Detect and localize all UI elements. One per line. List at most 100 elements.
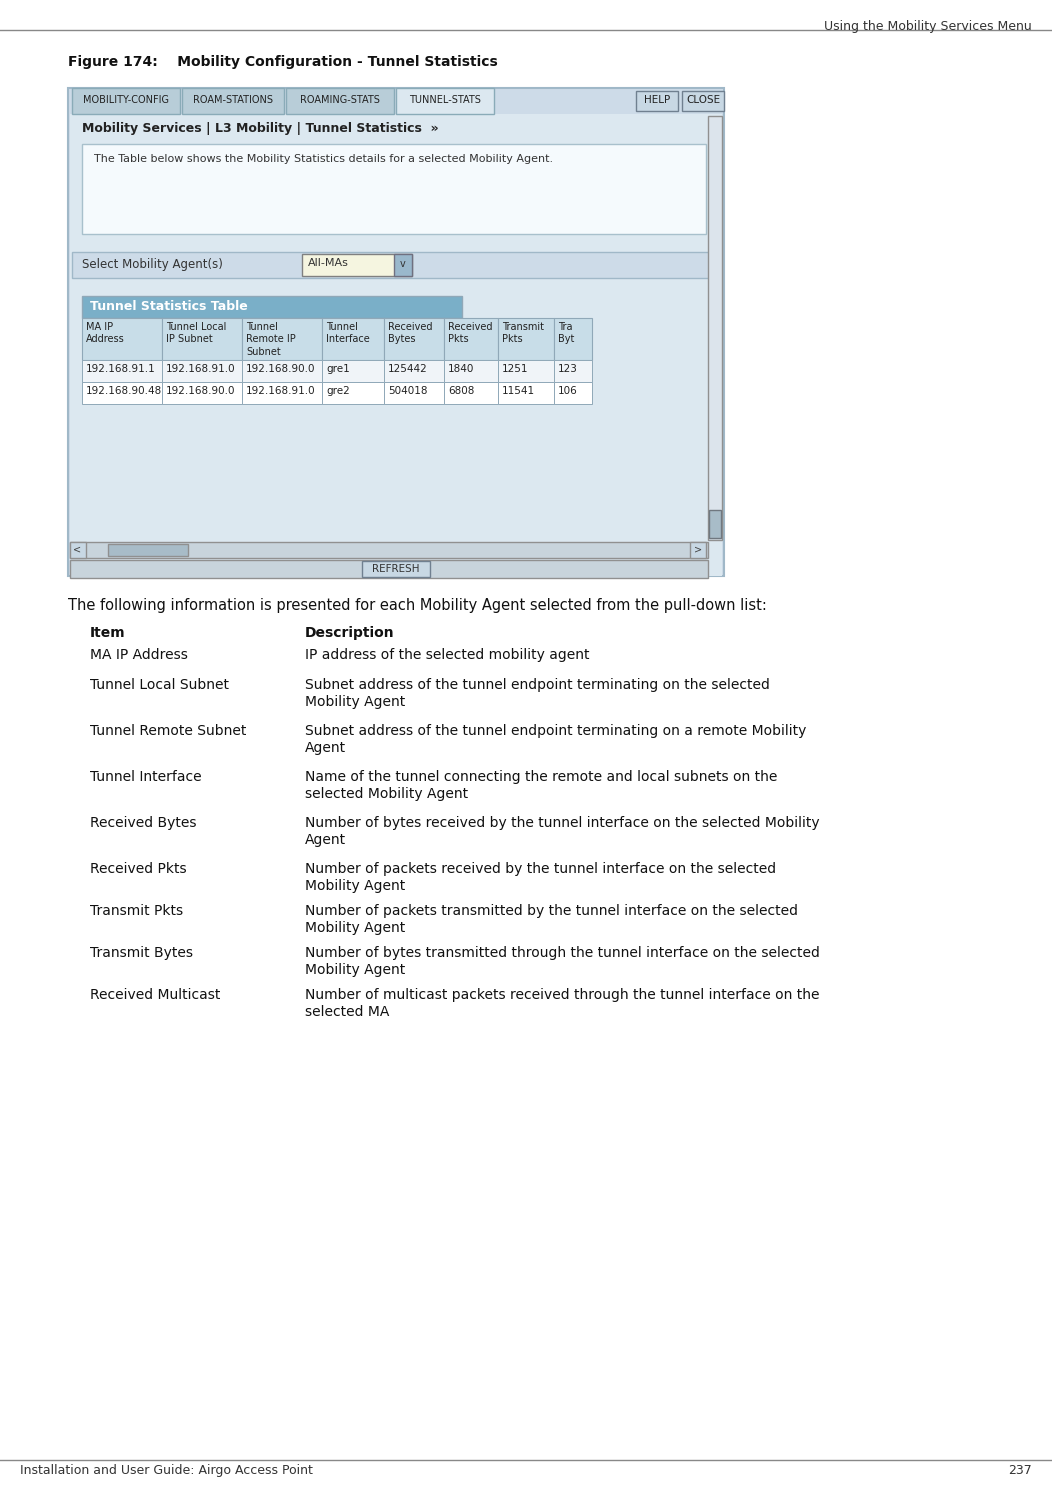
Text: ROAMING-STATS: ROAMING-STATS [300, 95, 380, 104]
Bar [242, 382, 322, 404]
Text: Received
Pkts: Received Pkts [448, 322, 492, 345]
Text: Received Multicast: Received Multicast [90, 988, 220, 1003]
Text: 125442: 125442 [388, 364, 428, 374]
Text: Name of the tunnel connecting the remote and local subnets on the
selected Mobil: Name of the tunnel connecting the remote… [305, 770, 777, 801]
Text: Tunnel Interface: Tunnel Interface [90, 770, 202, 783]
Bar [394, 254, 412, 276]
Text: 192.168.91.1: 192.168.91.1 [86, 364, 156, 374]
Bar [554, 360, 592, 382]
Text: 11541: 11541 [502, 386, 535, 395]
Text: 1251: 1251 [502, 364, 528, 374]
Bar [690, 542, 706, 558]
Text: 6808: 6808 [448, 386, 474, 395]
Bar [498, 318, 554, 360]
Text: IP address of the selected mobility agent: IP address of the selected mobility agen… [305, 648, 589, 662]
Text: Mobility Services | L3 Mobility | Tunnel Statistics  »: Mobility Services | L3 Mobility | Tunnel… [82, 122, 439, 134]
Bar [72, 88, 180, 113]
Bar [286, 88, 394, 113]
Bar [162, 360, 242, 382]
Text: CLOSE: CLOSE [686, 95, 720, 104]
Text: Transmit Bytes: Transmit Bytes [90, 946, 193, 959]
Text: 192.168.90.0: 192.168.90.0 [166, 386, 236, 395]
Bar [70, 113, 722, 576]
Bar [242, 318, 322, 360]
Bar [72, 252, 716, 278]
Text: Number of bytes received by the tunnel interface on the selected Mobility
Agent: Number of bytes received by the tunnel i… [305, 816, 820, 847]
Bar [182, 88, 284, 113]
Text: Subnet address of the tunnel endpoint terminating on the selected
Mobility Agent: Subnet address of the tunnel endpoint te… [305, 677, 770, 709]
Text: Received
Bytes: Received Bytes [388, 322, 432, 345]
Bar [384, 360, 444, 382]
Bar [82, 382, 162, 404]
Text: Tra
Byt: Tra Byt [558, 322, 574, 345]
Bar [636, 91, 677, 110]
Text: Number of bytes transmitted through the tunnel interface on the selected
Mobilit: Number of bytes transmitted through the … [305, 946, 820, 977]
Text: The following information is presented for each Mobility Agent selected from the: The following information is presented f… [68, 598, 767, 613]
Text: Tunnel Remote Subnet: Tunnel Remote Subnet [90, 724, 246, 739]
Text: 123: 123 [558, 364, 578, 374]
Bar [322, 318, 384, 360]
Text: 192.168.90.48: 192.168.90.48 [86, 386, 162, 395]
Text: >: > [694, 545, 702, 555]
Text: Transmit
Pkts: Transmit Pkts [502, 322, 544, 345]
Bar [444, 382, 498, 404]
Text: v: v [400, 260, 406, 269]
Bar [498, 360, 554, 382]
Text: 1840: 1840 [448, 364, 474, 374]
Text: Item: Item [90, 627, 125, 640]
Text: All-MAs: All-MAs [308, 258, 349, 269]
Text: 192.168.90.0: 192.168.90.0 [246, 364, 316, 374]
Bar [554, 318, 592, 360]
Text: TUNNEL-STATS: TUNNEL-STATS [409, 95, 481, 104]
Bar [708, 116, 722, 540]
Text: 237: 237 [1008, 1464, 1032, 1477]
Text: 192.168.91.0: 192.168.91.0 [246, 386, 316, 395]
Bar [82, 295, 462, 318]
Text: 192.168.91.0: 192.168.91.0 [166, 364, 236, 374]
Text: Using the Mobility Services Menu: Using the Mobility Services Menu [825, 19, 1032, 33]
Bar [70, 542, 708, 558]
Text: <: < [73, 545, 81, 555]
Bar [498, 382, 554, 404]
Text: Received Bytes: Received Bytes [90, 816, 197, 830]
Text: Received Pkts: Received Pkts [90, 862, 186, 876]
Text: Tunnel
Interface: Tunnel Interface [326, 322, 369, 345]
Text: MOBILITY-CONFIG: MOBILITY-CONFIG [83, 95, 169, 104]
Text: Number of multicast packets received through the tunnel interface on the
selecte: Number of multicast packets received thr… [305, 988, 820, 1019]
Bar [554, 382, 592, 404]
Text: Number of packets received by the tunnel interface on the selected
Mobility Agen: Number of packets received by the tunnel… [305, 862, 776, 894]
Bar [682, 91, 724, 110]
Text: 504018: 504018 [388, 386, 427, 395]
Text: Transmit Pkts: Transmit Pkts [90, 904, 183, 918]
Text: The Table below shows the Mobility Statistics details for a selected Mobility Ag: The Table below shows the Mobility Stati… [94, 154, 553, 164]
Text: ROAM-STATIONS: ROAM-STATIONS [193, 95, 274, 104]
Bar [362, 561, 430, 577]
Bar [82, 360, 162, 382]
Text: Installation and User Guide: Airgo Access Point: Installation and User Guide: Airgo Acces… [20, 1464, 312, 1477]
Bar [82, 145, 706, 234]
Bar [444, 318, 498, 360]
Bar [68, 88, 724, 576]
Bar [108, 545, 188, 557]
Bar [384, 318, 444, 360]
Bar [396, 88, 494, 113]
Text: Tunnel
Remote IP
Subnet: Tunnel Remote IP Subnet [246, 322, 296, 357]
Bar [322, 382, 384, 404]
Text: Select Mobility Agent(s): Select Mobility Agent(s) [82, 258, 223, 272]
Text: REFRESH: REFRESH [372, 564, 420, 574]
Text: Tunnel Local Subnet: Tunnel Local Subnet [90, 677, 229, 692]
Bar [709, 510, 721, 539]
Text: HELP: HELP [644, 95, 670, 104]
Text: 106: 106 [558, 386, 578, 395]
Bar [322, 360, 384, 382]
Text: Description: Description [305, 627, 394, 640]
Bar [242, 360, 322, 382]
Bar [384, 382, 444, 404]
Bar [82, 318, 162, 360]
Text: gre2: gre2 [326, 386, 349, 395]
Bar [444, 360, 498, 382]
Text: Number of packets transmitted by the tunnel interface on the selected
Mobility A: Number of packets transmitted by the tun… [305, 904, 798, 935]
Text: Tunnel Local
IP Subnet: Tunnel Local IP Subnet [166, 322, 226, 345]
Text: Tunnel Statistics Table: Tunnel Statistics Table [90, 300, 248, 313]
Bar [70, 560, 708, 577]
